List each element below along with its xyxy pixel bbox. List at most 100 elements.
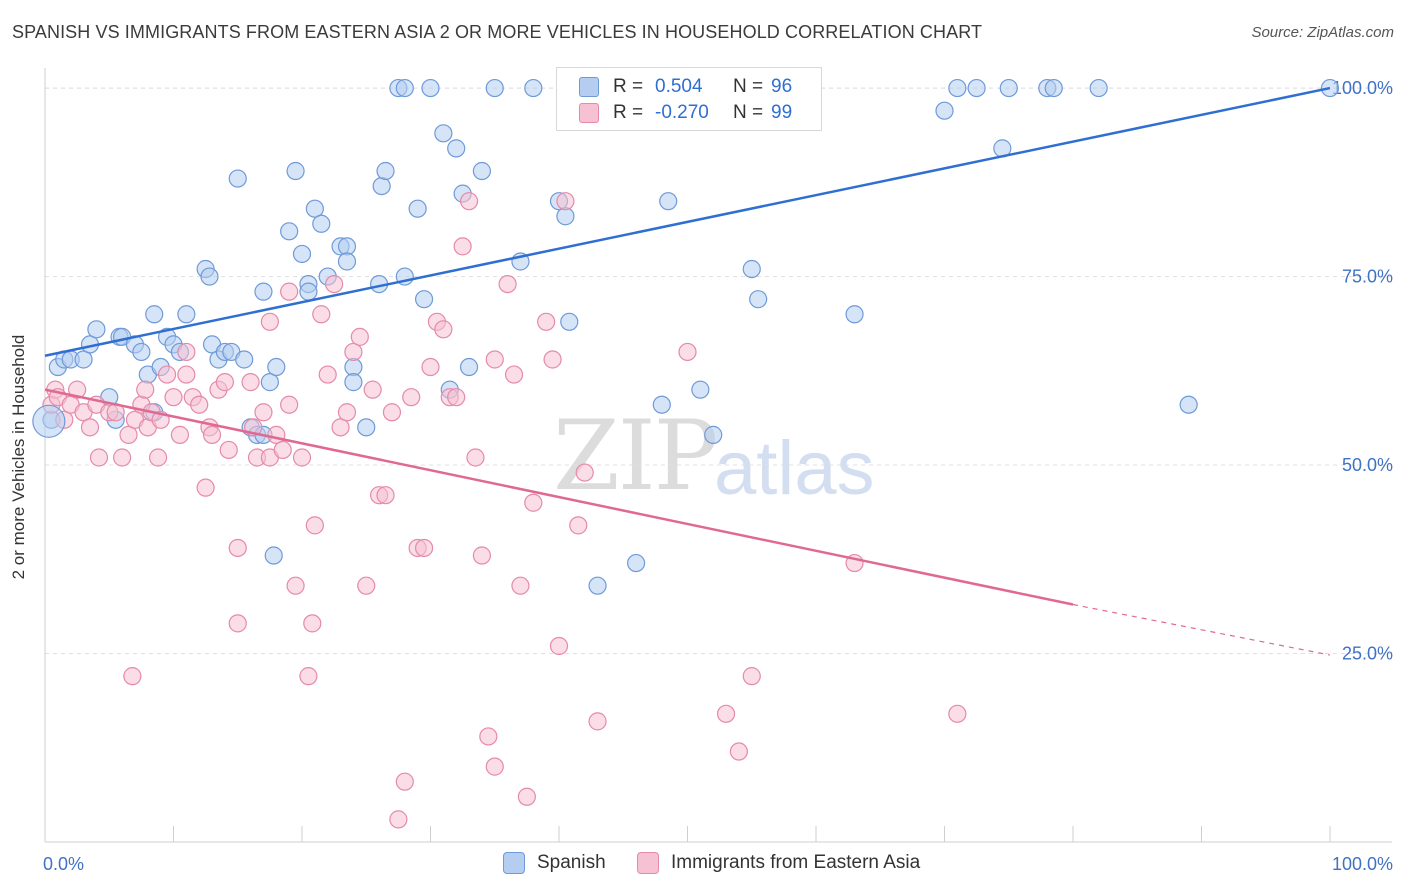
eastern-asia-point: [434, 320, 453, 339]
y-tick-label: 50.0%: [1342, 455, 1393, 475]
spanish-point: [414, 290, 434, 309]
spanish-point: [132, 342, 151, 362]
r-label: R =: [613, 76, 644, 97]
eastern-asia-point: [472, 546, 491, 565]
eastern-asia-point: [363, 380, 382, 399]
spanish-point: [652, 395, 671, 414]
legend-swatch-eastern-asia: [637, 852, 659, 874]
spanish-point: [286, 161, 305, 181]
spanish-point: [1044, 78, 1063, 98]
watermark-atlas: atlas: [714, 426, 875, 511]
spanish-point: [32, 404, 66, 438]
eastern-asia-point: [177, 342, 196, 362]
spanish-point: [948, 78, 967, 98]
spanish-point: [434, 124, 453, 143]
eastern-asia-point: [280, 395, 299, 414]
r-value: -0.270: [655, 102, 709, 123]
eastern-asia-point: [569, 516, 588, 535]
eastern-asia-point: [537, 312, 556, 331]
spanish-point: [74, 350, 93, 369]
eastern-asia-point: [273, 440, 292, 460]
spanish-point: [560, 312, 579, 331]
legend-swatch-spanish: [503, 852, 525, 874]
spanish-point: [935, 101, 954, 120]
eastern-asia-point: [157, 365, 177, 384]
n-value: 96: [771, 76, 793, 97]
spanish-point: [292, 244, 312, 264]
eastern-asia-point: [331, 418, 350, 437]
r-value: 0.504: [655, 76, 703, 97]
spanish-point: [472, 161, 491, 181]
spanish-point: [264, 546, 283, 565]
spanish-point: [524, 78, 543, 98]
eastern-asia-point: [299, 667, 318, 686]
eastern-asia-point: [556, 192, 575, 211]
eastern-asia-point: [292, 448, 312, 467]
eastern-asia-point: [228, 538, 247, 558]
eastern-asia-point: [267, 425, 286, 444]
spanish-point: [145, 305, 164, 324]
eastern-asia-point: [215, 373, 234, 392]
legend-row-eastern-asia: R = -0.270 N = 99: [579, 101, 792, 125]
eastern-asia-point: [318, 365, 337, 384]
eastern-asia-point: [286, 576, 305, 595]
eastern-asia-point: [170, 425, 190, 444]
eastern-asia-point: [389, 810, 408, 829]
spanish-point: [337, 252, 357, 271]
spanish-point: [312, 214, 331, 233]
eastern-asia-point: [202, 425, 222, 444]
spanish-trend-line: [44, 86, 1331, 357]
spanish-point: [1179, 395, 1198, 414]
eastern-asia-point: [466, 448, 485, 467]
eastern-asia-point: [447, 388, 466, 407]
legend-item-eastern-asia[interactable]: Immigrants from Eastern Asia: [637, 852, 920, 874]
spanish-point: [260, 373, 279, 392]
correlation-legend: R = 0.504 N = 96 R = -0.270 N = 99: [556, 67, 822, 131]
spanish-point: [280, 222, 299, 241]
spanish-point: [742, 259, 761, 279]
spanish-point: [372, 176, 391, 196]
spanish-point: [588, 576, 607, 595]
spanish-point: [845, 305, 864, 324]
n-label: N =: [733, 102, 764, 123]
eastern-asia-point: [119, 425, 138, 444]
eastern-asia-point: [280, 282, 299, 301]
eastern-asia-point: [511, 576, 530, 595]
spanish-point: [337, 237, 357, 256]
y-axis-label: 2 or more Vehicles in Household: [9, 334, 28, 580]
eastern-asia-point: [80, 418, 100, 437]
r-label: R =: [613, 102, 644, 123]
spanish-point: [305, 199, 324, 218]
legend-item-spanish[interactable]: Spanish: [503, 852, 606, 874]
eastern-asia-point: [219, 440, 238, 460]
eastern-asia-point: [549, 636, 569, 656]
series-legend: Spanish Immigrants from Eastern Asia: [0, 852, 1406, 878]
watermark-zip: ZIP: [553, 400, 718, 512]
spanish-point: [447, 139, 466, 158]
spanish-point: [749, 290, 768, 309]
n-label: N =: [733, 76, 764, 97]
spanish-point: [408, 199, 427, 218]
n-value: 99: [771, 102, 793, 123]
spanish-point: [235, 350, 254, 369]
eastern-asia-point: [524, 493, 543, 512]
spanish-point: [299, 282, 318, 301]
eastern-asia-point: [729, 742, 749, 761]
eastern-asia-point: [543, 350, 562, 369]
spanish-point: [376, 161, 395, 181]
eastern-asia-point: [68, 380, 87, 399]
eastern-asia-point: [575, 463, 594, 482]
eastern-asia-point: [395, 772, 414, 791]
legend-swatch-spanish: [579, 77, 599, 97]
eastern-asia-point: [260, 312, 279, 331]
eastern-asia-point: [742, 667, 761, 686]
eastern-asia-trend-extension: [1072, 603, 1331, 656]
eastern-asia-point: [228, 614, 247, 633]
eastern-asia-point: [312, 305, 331, 324]
eastern-asia-point: [498, 274, 517, 294]
eastern-asia-point: [485, 757, 504, 776]
eastern-asia-point: [402, 388, 421, 407]
eastern-asia-point: [148, 448, 168, 467]
spanish-point: [421, 78, 440, 98]
